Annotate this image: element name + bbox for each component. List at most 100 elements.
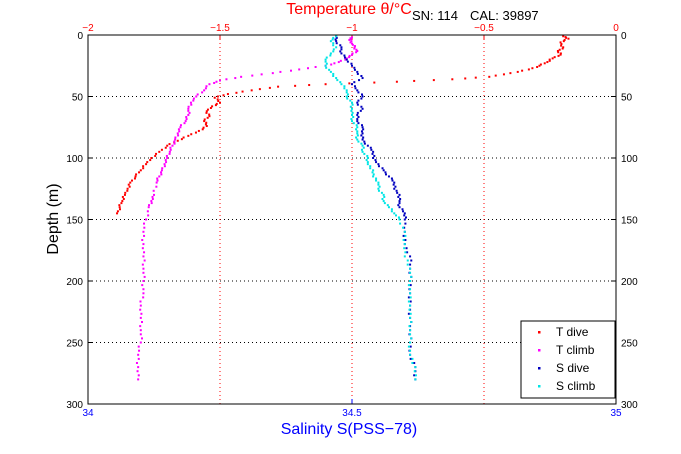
data-point: [137, 353, 140, 356]
depth-tick-label-right: 200: [621, 277, 638, 288]
data-point: [146, 210, 149, 213]
data-point: [352, 116, 355, 118]
data-point: [356, 89, 359, 92]
data-point: [211, 105, 214, 108]
data-point: [139, 329, 142, 332]
data-point: [174, 136, 177, 139]
temperature-tick-label: −1: [346, 23, 358, 34]
data-point: [155, 181, 158, 184]
legend-box: [520, 320, 616, 399]
data-point: [336, 79, 339, 82]
data-point: [404, 251, 407, 254]
data-point: [397, 204, 400, 207]
data-point: [405, 216, 407, 219]
data-point: [345, 91, 348, 94]
data-point: [350, 109, 353, 112]
data-point: [337, 61, 340, 64]
data-point: [325, 62, 328, 65]
data-point: [402, 226, 405, 229]
data-point: [333, 62, 336, 65]
salinity-tick-label: 34: [82, 408, 94, 419]
data-point: [559, 53, 562, 56]
data-point: [204, 123, 207, 126]
data-point: [332, 50, 335, 53]
data-point: [179, 124, 182, 127]
data-point: [136, 370, 139, 373]
data-point: [397, 216, 400, 219]
data-point: [362, 146, 365, 149]
data-point: [403, 212, 406, 215]
data-point: [404, 222, 407, 225]
data-point: [160, 169, 163, 172]
data-point: [187, 134, 190, 137]
data-point: [174, 138, 177, 141]
data-point: [351, 43, 354, 46]
data-point: [187, 113, 190, 116]
data-point: [251, 74, 254, 77]
data-point: [375, 179, 378, 182]
data-point: [178, 130, 181, 133]
data-point: [377, 181, 380, 184]
data-point: [353, 81, 356, 84]
data-point: [141, 284, 144, 287]
data-point: [392, 183, 395, 186]
data-point: [474, 76, 477, 79]
data-point: [143, 251, 146, 254]
data-point: [355, 128, 358, 131]
data-point: [353, 68, 356, 71]
data-point: [150, 202, 153, 205]
data-point: [355, 124, 358, 127]
data-point: [366, 161, 369, 164]
depth-tick-label-left: 50: [72, 93, 84, 104]
temperature-axis-title: Temperature θ/°C: [286, 1, 412, 18]
data-point: [348, 38, 351, 41]
data-point: [142, 243, 145, 246]
temperature-tick-label: −0.5: [474, 23, 494, 34]
data-point: [365, 159, 368, 162]
data-point: [190, 103, 193, 106]
data-point: [351, 101, 353, 104]
data-point: [141, 321, 143, 323]
data-point: [173, 140, 176, 143]
legend-marker: [538, 385, 541, 388]
legend-marker: [538, 331, 541, 334]
data-point: [153, 193, 155, 196]
data-point: [137, 374, 140, 377]
data-point: [370, 148, 373, 151]
data-point: [143, 234, 146, 237]
data-point: [142, 292, 145, 295]
data-point: [355, 51, 358, 54]
data-point: [143, 275, 146, 278]
data-point: [372, 150, 375, 153]
data-point: [369, 165, 372, 168]
data-point: [560, 44, 563, 47]
data-point: [393, 212, 396, 215]
data-point: [527, 68, 530, 71]
data-point: [409, 304, 412, 307]
data-point: [409, 296, 412, 299]
data-point: [177, 134, 180, 137]
data-point: [404, 239, 407, 241]
data-point: [334, 38, 337, 41]
data-point: [403, 230, 406, 233]
data-point: [328, 68, 331, 71]
data-point: [325, 56, 328, 59]
data-point: [409, 263, 412, 266]
data-point: [139, 325, 142, 328]
series-t-climb: [135, 36, 359, 381]
data-point: [147, 214, 150, 217]
depth-tick-label-left: 150: [66, 216, 83, 227]
data-point: [562, 46, 565, 49]
data-point: [339, 59, 342, 62]
data-point: [145, 218, 148, 221]
data-point: [188, 111, 191, 114]
data-point: [137, 357, 140, 360]
data-point: [155, 152, 158, 155]
data-point: [335, 36, 338, 39]
data-point: [126, 187, 129, 190]
data-point: [404, 234, 407, 237]
data-point: [353, 66, 356, 69]
data-point: [356, 72, 359, 75]
data-point: [165, 154, 168, 157]
